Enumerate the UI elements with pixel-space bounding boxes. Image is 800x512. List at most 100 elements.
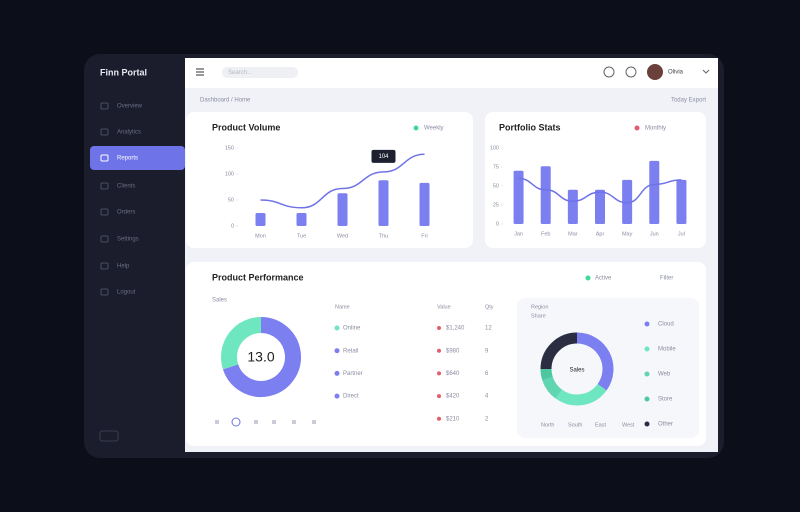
x-tick-label: Thu	[379, 233, 388, 239]
x-tick-label: Mar	[568, 231, 578, 237]
bar	[676, 179, 687, 224]
cell: 6	[485, 371, 489, 377]
collapse-button[interactable]	[99, 430, 119, 442]
legend-dot	[634, 125, 640, 131]
legend-label: Other	[658, 422, 673, 428]
y-tick-label: 50	[493, 183, 499, 189]
x-tick-label: Fri	[421, 233, 427, 239]
nav-item[interactable]: Reports	[117, 156, 138, 162]
cell: 9	[485, 348, 489, 354]
donut-center-label: 13.0	[247, 349, 274, 365]
y-tick-label: 50	[228, 197, 234, 203]
nav-item[interactable]: Orders	[117, 210, 135, 216]
footer-label: West	[622, 422, 635, 428]
column-header: Name	[335, 304, 350, 310]
nav-item[interactable]: Clients	[117, 184, 135, 190]
y-tick-label: 0	[231, 223, 234, 229]
legend-label: Mobile	[658, 347, 676, 353]
nav-item[interactable]: Analytics	[117, 130, 141, 136]
row-dot	[334, 348, 340, 354]
card	[186, 112, 473, 248]
row-dot	[437, 348, 441, 353]
page-button[interactable]	[231, 417, 241, 427]
y-tick-label: 25	[493, 202, 499, 208]
cell: $980	[446, 348, 460, 354]
bar	[567, 189, 578, 224]
legend-dot	[644, 346, 650, 352]
chevron[interactable]	[702, 69, 710, 74]
donut-segment	[576, 332, 614, 391]
page-button[interactable]	[254, 420, 258, 424]
y-tick-label: 75	[493, 164, 499, 170]
x-tick-label: Apr	[596, 231, 605, 237]
brand: Finn Portal	[100, 67, 147, 77]
active-item[interactable]	[90, 146, 185, 170]
nav-item[interactable]: Settings	[117, 237, 139, 243]
search-box[interactable]	[222, 67, 298, 78]
bar	[419, 182, 430, 226]
subtitle: Sales	[212, 298, 227, 304]
menu-icon[interactable]	[196, 68, 204, 76]
avatar[interactable]	[647, 64, 663, 80]
notification-icon[interactable]	[603, 66, 615, 78]
page-button[interactable]	[272, 420, 276, 424]
row-dot	[437, 416, 441, 421]
tooltip-value: 104	[378, 154, 389, 160]
page-button[interactable]	[312, 420, 316, 424]
bar	[513, 170, 524, 224]
nav-item[interactable]: Help	[117, 264, 130, 270]
nav-item[interactable]: Logout	[117, 290, 136, 296]
y-tick-label: 0	[496, 221, 499, 227]
nav-icon	[100, 208, 109, 216]
nav-icon	[100, 235, 109, 243]
y-tick-label: 100	[490, 145, 499, 151]
cell: Partner	[343, 371, 363, 377]
donut-segment	[540, 368, 553, 381]
donut-center-label: Sales	[569, 368, 584, 374]
bar	[337, 193, 348, 226]
footer-label: South	[568, 422, 582, 428]
donut-segment	[540, 332, 578, 370]
nav-item[interactable]: Overview	[117, 104, 143, 110]
cell: Online	[343, 326, 361, 332]
row-dot	[437, 394, 441, 399]
settings-icon[interactable]	[625, 66, 637, 78]
breadcrumb: Dashboard / Home	[200, 98, 251, 104]
page-button[interactable]	[292, 420, 296, 424]
legend-label: Web	[658, 372, 671, 378]
filter[interactable]: Filter	[660, 276, 673, 282]
donut-segment	[221, 317, 262, 370]
y-tick-label: 100	[225, 171, 234, 177]
legend: Monthly	[645, 126, 666, 132]
legend-dot	[644, 371, 650, 377]
legend-dot	[644, 321, 650, 327]
user-name: Olivia	[668, 70, 684, 76]
cell: 4	[485, 394, 489, 400]
legend-dot	[644, 396, 650, 402]
x-tick-label: May	[622, 231, 633, 237]
column-header: Qty	[485, 304, 494, 310]
x-tick-label: Tue	[297, 233, 306, 239]
legend: Weekly	[424, 126, 444, 132]
legend-dot	[585, 275, 591, 281]
trend-line	[260, 153, 425, 209]
bar	[595, 189, 605, 224]
row-dot	[334, 325, 340, 331]
y-tick-label: 150	[225, 145, 234, 151]
filter[interactable]: Active	[595, 276, 612, 282]
search-placeholder: Search...	[228, 70, 252, 76]
legend-label: Cloud	[658, 322, 674, 328]
column-header: Value	[437, 304, 451, 310]
nav-icon	[100, 154, 109, 162]
nav-icon	[100, 128, 109, 136]
trend-line	[518, 177, 682, 204]
x-tick-label: Jul	[678, 231, 685, 237]
row-dot	[334, 370, 340, 376]
section-title: Region	[531, 304, 548, 310]
page-button[interactable]	[215, 420, 219, 424]
bar	[296, 213, 307, 226]
donut-segment	[222, 317, 301, 397]
nav-icon	[100, 262, 109, 270]
